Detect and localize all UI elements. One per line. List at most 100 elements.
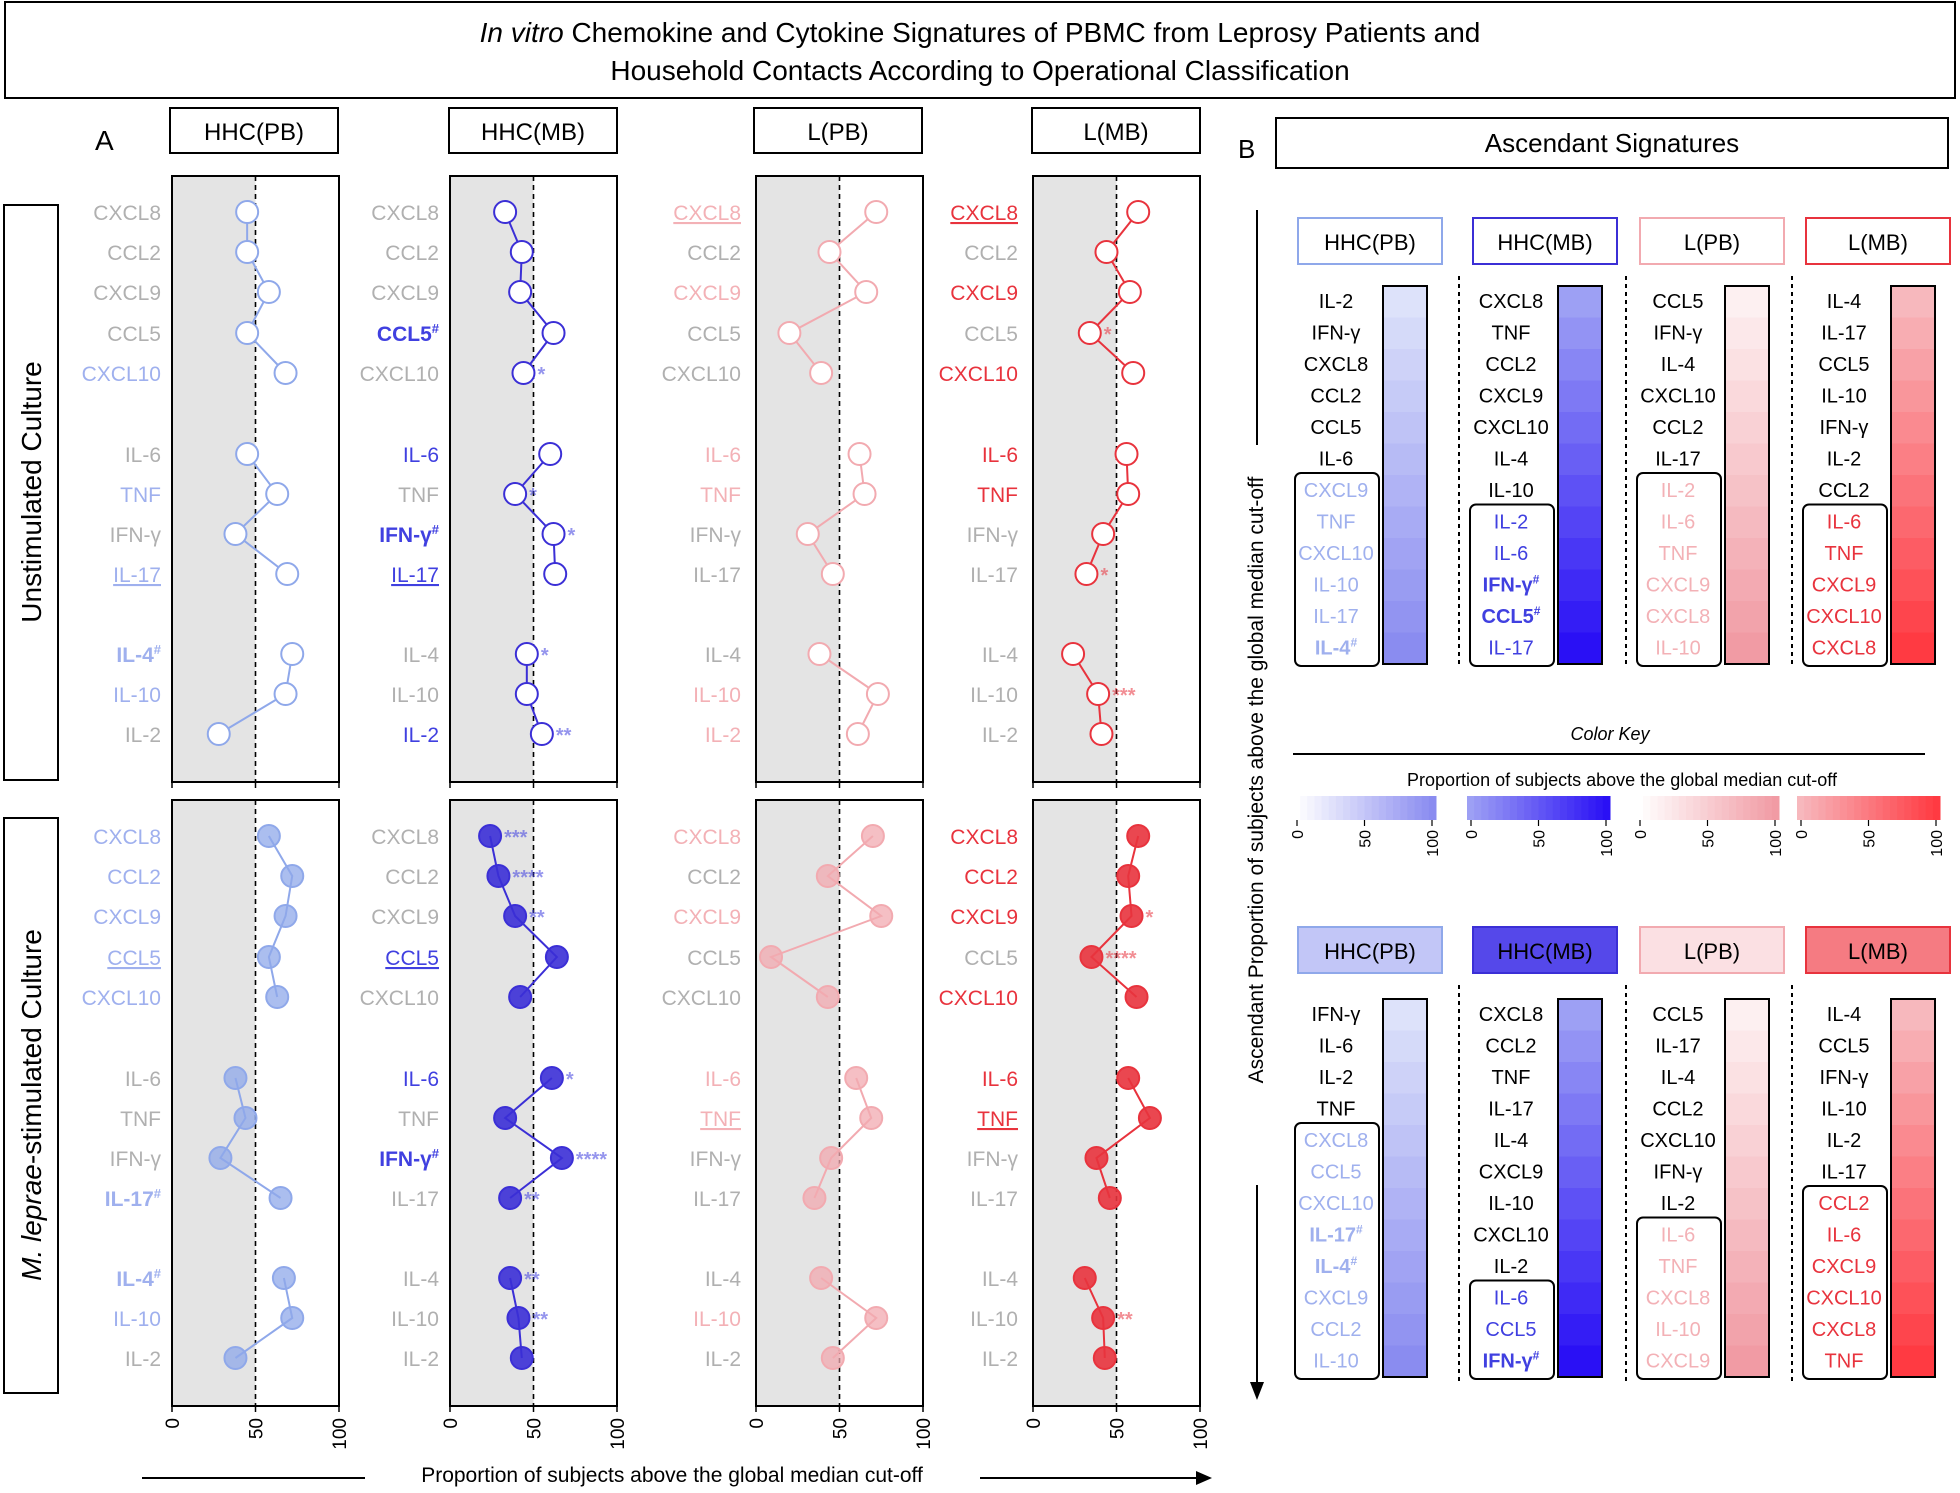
color-key-cell bbox=[1693, 796, 1701, 820]
color-key-cell bbox=[1750, 796, 1759, 820]
point-ccl5 bbox=[759, 945, 784, 969]
point-il4 bbox=[271, 1266, 296, 1290]
heat-item-label: CCL5 bbox=[1652, 291, 1703, 313]
heat-cell bbox=[1558, 1251, 1602, 1283]
title-italic: In vitro bbox=[480, 17, 564, 48]
heat-cell bbox=[1891, 506, 1935, 539]
color-key-cell bbox=[1293, 796, 1301, 820]
color-key-tick-label: 50 bbox=[1862, 830, 1879, 848]
heat-item-label: CXCL9 bbox=[1646, 1351, 1710, 1373]
category-label: CXCL10 bbox=[939, 987, 1018, 1010]
color-key-cell bbox=[1524, 796, 1532, 820]
color-key-cell bbox=[1321, 796, 1330, 820]
heat-item-label: IL-6 bbox=[1319, 1036, 1353, 1058]
ascendant-box bbox=[1802, 503, 1888, 667]
point-cxcl8 bbox=[1126, 200, 1151, 224]
color-key-cell bbox=[1538, 796, 1547, 820]
color-key-cell bbox=[1700, 796, 1708, 820]
point-ifn bbox=[1084, 1146, 1109, 1170]
ascendant-box bbox=[1294, 472, 1380, 667]
color-key-cell bbox=[1721, 796, 1730, 820]
point-ccl2 bbox=[280, 864, 305, 888]
category-label: IFN-γ bbox=[967, 1148, 1019, 1171]
category-label: CXCL9 bbox=[93, 282, 161, 305]
point-il10 bbox=[1091, 1306, 1116, 1330]
color-key-cell bbox=[1714, 796, 1723, 820]
category-label: IL-6 bbox=[982, 1068, 1018, 1091]
color-key-cell bbox=[1657, 796, 1666, 820]
point-ccl5 bbox=[541, 321, 566, 345]
category-label: CCL5 bbox=[107, 323, 161, 346]
heat-item-label: CCL5 bbox=[1310, 417, 1361, 439]
color-key-tick-label: 50 bbox=[1532, 830, 1549, 848]
plot-stim-lpb: CXCL8 CCL2 CXCL9 CCL5 CXCL10 IL-6 TNF IFN-γ IL-1… bbox=[662, 799, 935, 1450]
heat-cell bbox=[1725, 317, 1769, 350]
heat-item-label: IL-2 bbox=[1661, 1193, 1695, 1215]
point-il2 bbox=[206, 722, 231, 746]
category-label: IL-2 bbox=[125, 724, 161, 747]
heat-header-label: HHC(PB) bbox=[1324, 939, 1416, 964]
color-key-cell bbox=[1588, 796, 1597, 820]
hash-mark: # bbox=[432, 1146, 440, 1161]
heat-cell bbox=[1891, 1093, 1935, 1126]
heat-cell bbox=[1725, 475, 1769, 507]
point-il6 bbox=[1116, 1066, 1141, 1090]
heat-cell bbox=[1383, 601, 1427, 633]
category-label: IL-17 bbox=[391, 1188, 439, 1211]
heat-item-label: IL-2 bbox=[1494, 1256, 1528, 1278]
hash-mark: # bbox=[1350, 1254, 1357, 1268]
heat-item-label: CXCL9 bbox=[1812, 1256, 1876, 1278]
heat-header bbox=[1805, 217, 1951, 265]
heat-cell bbox=[1558, 317, 1602, 350]
heat-column-unstim-hhcmb: HHC(MB) CXCL8 TNF CCL2 CXCL9 CXCL10 IL-4 IL-10 I… bbox=[1458, 217, 1618, 668]
point-cxcl10 bbox=[511, 361, 536, 385]
heat-bar-frame bbox=[1890, 998, 1936, 1378]
category-label: CXCL10 bbox=[360, 987, 439, 1010]
point-il2 bbox=[223, 1346, 248, 1370]
heat-cell bbox=[1725, 569, 1769, 602]
heat-cell bbox=[1383, 1188, 1427, 1220]
point-tnf bbox=[852, 482, 877, 506]
heat-header bbox=[1639, 217, 1785, 265]
color-key-cell bbox=[1686, 796, 1694, 820]
point-il10 bbox=[514, 682, 539, 706]
color-key-cell bbox=[1868, 796, 1877, 820]
category-label: TNF bbox=[120, 1108, 161, 1131]
heat-cell bbox=[1558, 443, 1602, 476]
color-key-cell bbox=[1371, 796, 1380, 820]
heat-item-label: CCL2 bbox=[1652, 1099, 1703, 1121]
group-header-lpb bbox=[753, 107, 923, 154]
b-title-box bbox=[1275, 117, 1949, 169]
significance-mark: **** bbox=[1105, 948, 1136, 970]
category-label: IL-10 bbox=[113, 1308, 161, 1331]
heat-column-stim-hhcpb: HHC(PB) IFN-γ IL-6 IL-2 TNF CXCL8 CCL5 CXCL10 IL… bbox=[1294, 926, 1443, 1380]
heat-column-stim-lpb: L(PB) CCL5 IL-17 IL-4 CCL2 CXCL10 IFN-γ IL-2 IL-… bbox=[1625, 926, 1785, 1381]
heat-cell bbox=[1725, 632, 1769, 665]
color-key-cell bbox=[1328, 796, 1337, 820]
heat-item-label: CXCL8 bbox=[1304, 354, 1368, 376]
point-il17 bbox=[498, 1186, 523, 1210]
heat-item-label: CXCL8 bbox=[1479, 291, 1543, 313]
category-label: TNF bbox=[977, 1108, 1018, 1131]
heat-cell bbox=[1725, 1062, 1769, 1094]
color-key-cell bbox=[1925, 796, 1934, 820]
color-key-cell bbox=[1847, 796, 1855, 820]
significance-mark: * bbox=[566, 1069, 574, 1091]
heat-item-label: CXCL10 bbox=[1298, 543, 1374, 565]
point-il6 bbox=[235, 442, 260, 466]
point-il17 bbox=[1074, 562, 1099, 586]
culture-label-stimulated-italic: M. leprae bbox=[16, 1164, 47, 1281]
heat-item-label: IL-10 bbox=[1488, 1193, 1534, 1215]
category-label: IL-17 bbox=[693, 1188, 741, 1211]
heat-item-label: IFN-γ# bbox=[1483, 1349, 1540, 1373]
heat-cell bbox=[1558, 1345, 1602, 1378]
heat-item-label: IL-10 bbox=[1655, 638, 1701, 660]
category-label: IFN-γ bbox=[690, 524, 742, 547]
category-label: IL-6 bbox=[982, 444, 1018, 467]
category-label: IL-10 bbox=[693, 684, 741, 707]
point-il10 bbox=[1086, 682, 1111, 706]
point-cxcl9 bbox=[854, 280, 879, 304]
point-il2 bbox=[820, 1346, 845, 1370]
heat-item-label: IL-6 bbox=[1494, 1288, 1528, 1310]
